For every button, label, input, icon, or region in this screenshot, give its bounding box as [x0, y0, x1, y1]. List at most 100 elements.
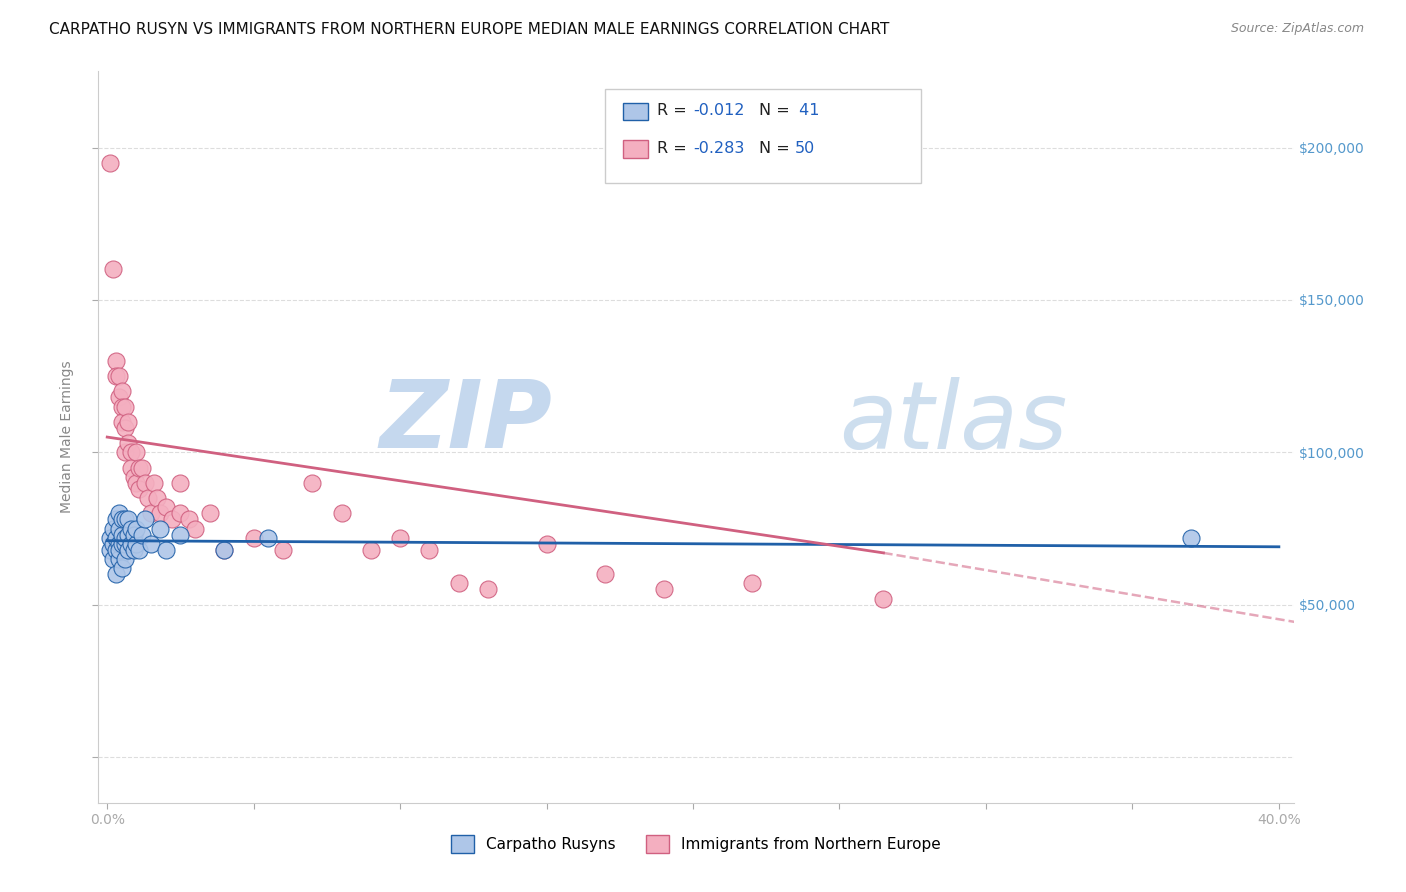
Point — [143, 475, 166, 490]
Point — [125, 537, 148, 551]
Point — [141, 506, 163, 520]
Point — [389, 531, 412, 545]
Point — [114, 537, 136, 551]
Point — [114, 552, 136, 566]
Point — [169, 475, 191, 490]
Point — [101, 552, 124, 566]
Text: N =: N = — [759, 103, 796, 118]
Point — [120, 445, 142, 459]
Point — [184, 521, 207, 535]
Text: 50: 50 — [794, 141, 814, 155]
Point — [114, 445, 136, 459]
Point — [108, 521, 131, 535]
Point — [98, 542, 121, 557]
Text: Source: ZipAtlas.com: Source: ZipAtlas.com — [1230, 22, 1364, 36]
Point — [477, 582, 499, 597]
Point — [122, 527, 145, 541]
Point — [214, 542, 236, 557]
Point — [536, 537, 558, 551]
Point — [117, 436, 139, 450]
Point — [169, 527, 191, 541]
Point — [111, 512, 134, 526]
Point — [122, 469, 145, 483]
Point — [114, 512, 136, 526]
Point — [418, 542, 440, 557]
Point — [108, 552, 131, 566]
Point — [111, 384, 134, 399]
Text: 41: 41 — [794, 103, 820, 118]
Point — [125, 475, 148, 490]
Point — [134, 475, 156, 490]
Point — [98, 155, 121, 169]
Point — [122, 542, 145, 557]
Point — [108, 369, 131, 384]
Point — [155, 500, 177, 515]
Point — [111, 415, 134, 429]
Point — [111, 400, 134, 414]
Point — [131, 460, 153, 475]
Point — [101, 537, 124, 551]
Point — [108, 542, 131, 557]
Point — [125, 521, 148, 535]
Point — [105, 542, 127, 557]
Text: -0.012: -0.012 — [693, 103, 745, 118]
Point — [301, 475, 323, 490]
Point — [872, 591, 894, 606]
Point — [108, 537, 131, 551]
Point — [128, 542, 150, 557]
Point — [114, 421, 136, 435]
Point — [131, 527, 153, 541]
Point — [111, 537, 134, 551]
Point — [108, 391, 131, 405]
Text: R =: R = — [657, 103, 692, 118]
Point — [117, 415, 139, 429]
Point — [1180, 531, 1202, 545]
Point — [149, 506, 172, 520]
Text: atlas: atlas — [839, 377, 1067, 468]
Point — [101, 521, 124, 535]
Point — [128, 460, 150, 475]
Point — [593, 567, 616, 582]
Point — [117, 512, 139, 526]
Text: R =: R = — [657, 141, 692, 155]
Point — [141, 537, 163, 551]
Point — [105, 567, 127, 582]
Point — [105, 512, 127, 526]
Point — [128, 482, 150, 496]
Point — [136, 491, 159, 505]
Point — [134, 512, 156, 526]
Point — [149, 521, 172, 535]
Point — [179, 512, 201, 526]
Point — [330, 506, 353, 520]
Point — [741, 576, 763, 591]
Point — [114, 400, 136, 414]
Point — [257, 531, 280, 545]
Point — [447, 576, 470, 591]
Point — [120, 460, 142, 475]
Point — [105, 354, 127, 368]
Text: CARPATHO RUSYN VS IMMIGRANTS FROM NORTHERN EUROPE MEDIAN MALE EARNINGS CORRELATI: CARPATHO RUSYN VS IMMIGRANTS FROM NORTHE… — [49, 22, 890, 37]
Point — [120, 521, 142, 535]
Legend: Carpatho Rusyns, Immigrants from Northern Europe: Carpatho Rusyns, Immigrants from Norther… — [443, 827, 949, 861]
Point — [198, 506, 221, 520]
Point — [125, 445, 148, 459]
Point — [169, 506, 191, 520]
Point — [160, 512, 183, 526]
Point — [652, 582, 675, 597]
Point — [271, 542, 294, 557]
Point — [105, 369, 127, 384]
Text: N =: N = — [759, 141, 796, 155]
Point — [98, 531, 121, 545]
Point — [117, 542, 139, 557]
Point — [111, 561, 134, 575]
Point — [108, 506, 131, 520]
Point — [242, 531, 264, 545]
Point — [114, 531, 136, 545]
Point — [360, 542, 382, 557]
Text: ZIP: ZIP — [380, 376, 553, 468]
Point — [120, 537, 142, 551]
Point — [101, 262, 124, 277]
Text: -0.283: -0.283 — [693, 141, 745, 155]
Point — [214, 542, 236, 557]
Y-axis label: Median Male Earnings: Median Male Earnings — [60, 360, 75, 514]
